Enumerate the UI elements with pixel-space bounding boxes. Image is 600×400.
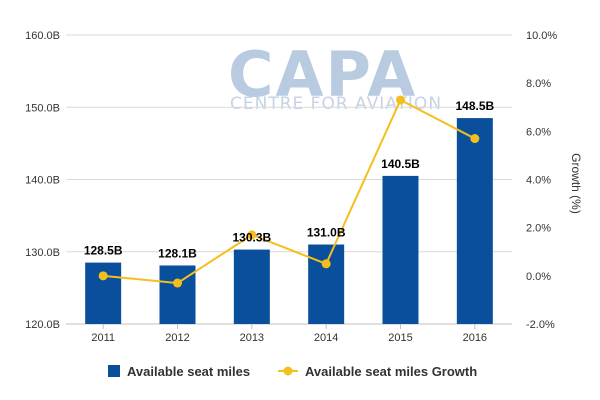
x-tick-label: 2016: [463, 332, 487, 344]
legend-bar-label: Available seat miles: [127, 364, 250, 379]
bar-data-label: 131.0B: [307, 226, 346, 240]
right-axis: -2.0% 0.0% 2.0% 4.0% 6.0% 8.0% 10.0%: [526, 30, 557, 331]
bar-data-label: 140.5B: [381, 157, 420, 171]
bar: [308, 244, 345, 324]
capa-watermark: CAPA CENTRE FOR AVIATION: [228, 38, 442, 114]
bar: [456, 118, 493, 325]
bar-data-label: 128.1B: [158, 246, 197, 260]
growth-point: [470, 134, 480, 144]
legend-bar-swatch: [108, 365, 120, 377]
growth-line: [103, 98, 476, 285]
line-series: [98, 95, 480, 288]
right-tick-label: 2.0%: [526, 223, 551, 235]
right-tick-label: -2.0%: [526, 319, 555, 331]
right-tick-label: 10.0%: [526, 30, 557, 42]
bar: [382, 175, 419, 324]
x-axis: 2011 2012 2013 2014 2015 2016: [66, 323, 512, 344]
x-tick-label: 2012: [165, 332, 189, 344]
x-tick-label: 2014: [314, 332, 338, 344]
x-tick-label: 2011: [91, 332, 115, 344]
legend: Available seat miles Available seat miles…: [108, 364, 477, 379]
legend-line-label: Available seat miles Growth: [305, 364, 477, 379]
bar-data-label: 130.3B: [232, 231, 271, 245]
bar-data-label: 148.5B: [455, 99, 494, 113]
x-tick-label: 2013: [240, 332, 264, 344]
right-tick-label: 4.0%: [526, 175, 551, 187]
bar-series: [85, 118, 493, 325]
x-tick-label: 2015: [388, 332, 412, 344]
right-tick-label: 6.0%: [526, 126, 551, 138]
growth-point: [173, 278, 182, 288]
left-tick-label: 120.0B: [25, 319, 60, 331]
left-tick-label: 140.0B: [25, 175, 60, 187]
legend-line-marker: [283, 366, 293, 376]
left-tick-label: 130.0B: [25, 247, 60, 259]
right-tick-label: 8.0%: [526, 78, 551, 90]
right-axis-title: Growth (%): [569, 153, 583, 214]
growth-point: [321, 259, 331, 269]
left-axis: 120.0B 130.0B 140.0B 150.0B 160.0B: [25, 30, 60, 331]
left-tick-label: 160.0B: [25, 30, 60, 42]
left-tick-label: 150.0B: [25, 102, 60, 114]
growth-point: [98, 271, 108, 281]
bar-data-label: 128.5B: [84, 244, 123, 258]
growth-point: [247, 230, 257, 240]
growth-point: [396, 95, 405, 105]
watermark-brand: CAPA: [228, 38, 417, 111]
bar: [233, 249, 270, 324]
data-labels: 128.5B 128.1B 130.3B 131.0B 140.5B 148.5B: [84, 99, 495, 260]
watermark-tagline: CENTRE FOR AVIATION: [230, 94, 442, 114]
right-tick-label: 0.0%: [526, 271, 551, 283]
